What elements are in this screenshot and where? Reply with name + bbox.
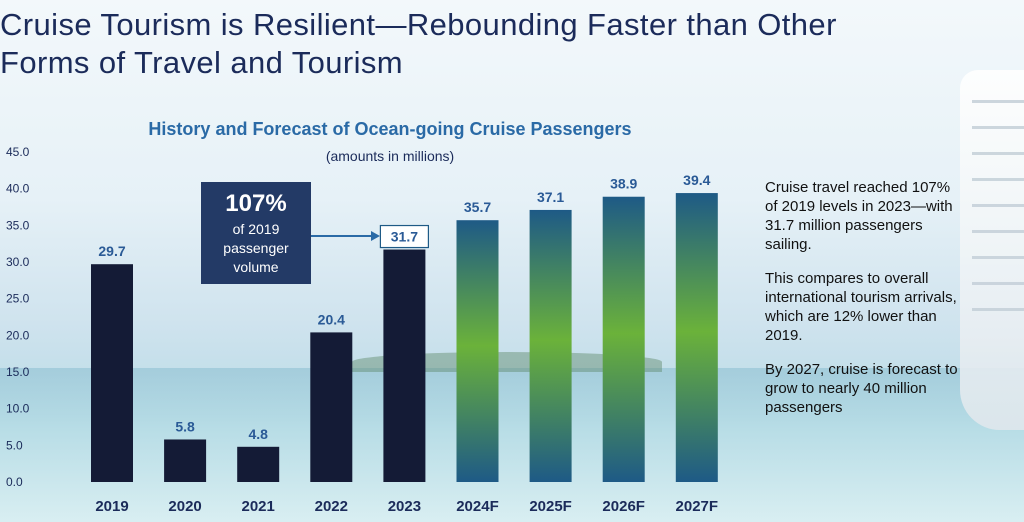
x-tick-label: 2026F — [602, 498, 645, 515]
x-tick-label: 2022 — [315, 498, 348, 515]
bar-2022 — [310, 332, 353, 482]
y-tick-label: 10.0 — [6, 402, 30, 416]
arrow-right-icon — [371, 231, 380, 241]
bar-2020 — [164, 439, 207, 482]
y-tick-label: 40.0 — [6, 182, 30, 196]
y-tick-label: 5.0 — [6, 438, 23, 452]
note-1: Cruise travel reached 107% of 2019 level… — [765, 179, 953, 253]
y-tick-label: 20.0 — [6, 328, 30, 342]
data-label: 35.7 — [464, 199, 491, 215]
x-tick-label: 2025F — [529, 498, 572, 515]
data-label: 31.7 — [391, 229, 418, 245]
bar-2024f — [456, 220, 499, 482]
data-label: 20.4 — [318, 311, 345, 327]
note-3: By 2027, cruise is forecast to grow to n… — [765, 361, 958, 416]
bar-2026f — [602, 196, 645, 482]
y-tick-label: 15.0 — [6, 365, 30, 379]
data-label: 39.4 — [683, 172, 710, 188]
bar-2027f — [675, 193, 718, 483]
y-tick-label: 25.0 — [6, 292, 30, 306]
data-label: 38.9 — [610, 176, 637, 192]
background-cruise-ship — [960, 70, 1024, 430]
data-label: 29.7 — [98, 243, 125, 259]
data-label: 4.8 — [248, 426, 268, 442]
background-island — [352, 352, 662, 372]
y-tick-label: 30.0 — [6, 255, 30, 269]
page-title: Cruise Tourism is Resilient—Rebounding F… — [0, 7, 837, 80]
x-tick-label: 2027F — [676, 498, 719, 515]
bar-2023 — [383, 249, 426, 482]
x-tick-label: 2019 — [95, 498, 128, 515]
callout-text: of 2019 passenger volume — [223, 221, 289, 275]
y-tick-label: 45.0 — [6, 145, 30, 159]
bar-2021 — [237, 446, 280, 482]
x-tick-label: 2020 — [168, 498, 201, 515]
callout-box: 107% of 2019 passenger volume — [201, 182, 311, 284]
chart-title: History and Forecast of Ocean-going Crui… — [148, 119, 632, 139]
bar-2019 — [91, 264, 133, 482]
y-tick-label: 35.0 — [6, 218, 30, 232]
data-label: 37.1 — [537, 189, 564, 205]
chart-subtitle: (amounts in millions) — [325, 148, 455, 164]
callout-percent: 107% — [225, 190, 287, 217]
bar-2025f — [529, 209, 572, 482]
callout-arrow-line — [311, 235, 373, 237]
highlight-label-box — [379, 224, 429, 249]
data-label: 5.8 — [175, 418, 195, 434]
side-notes: Cruise travel reached 107% of 2019 level… — [765, 178, 965, 432]
bar-chart: 0.0 5.0 10.0 15.0 20.0 25.0 30.0 35.0 40.0 45.0 2… — [6, 145, 719, 515]
note-2: This compares to overall international t… — [765, 270, 957, 344]
x-tick-label: 2021 — [242, 498, 275, 515]
y-tick-label: 0.0 — [6, 475, 23, 489]
x-tick-label: 2023 — [388, 498, 421, 515]
x-tick-label: 2024F — [456, 498, 499, 515]
